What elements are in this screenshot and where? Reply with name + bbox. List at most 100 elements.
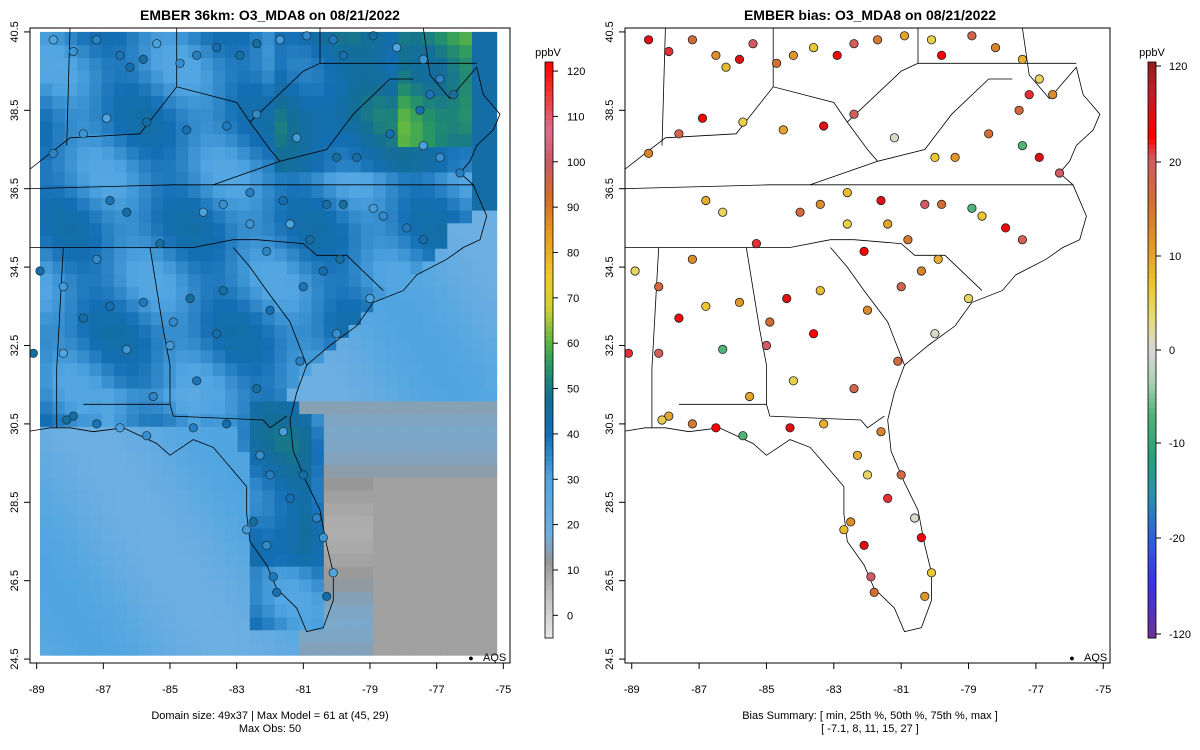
grid-cell	[422, 311, 436, 325]
grid-cell	[175, 235, 189, 249]
grid-cell	[336, 438, 350, 453]
grid-cell	[422, 464, 436, 478]
grid-cell	[323, 210, 337, 224]
grid-cell	[212, 299, 226, 313]
grid-cell	[422, 540, 436, 554]
grid-cell	[348, 426, 362, 440]
grid-cell	[311, 146, 325, 160]
colorbar-swatch	[545, 119, 553, 125]
grid-cell	[77, 146, 90, 160]
grid-cell	[200, 438, 214, 453]
grid-cell	[175, 502, 189, 516]
grid-cell	[410, 413, 424, 427]
grid-cell	[64, 540, 78, 554]
grid-cell	[262, 159, 276, 173]
grid-cell	[435, 248, 448, 262]
grid-cell	[138, 70, 152, 84]
grid-cell	[175, 400, 189, 415]
colorbar-swatch	[545, 62, 553, 68]
grid-cell	[360, 362, 374, 376]
grid-cell	[114, 566, 127, 580]
bias-station-point	[778, 125, 788, 135]
grid-cell	[237, 260, 251, 275]
grid-cell	[348, 629, 362, 643]
grid-cell	[64, 248, 78, 262]
grid-cell	[274, 489, 288, 504]
grid-cell	[323, 171, 337, 186]
grid-cell	[410, 464, 424, 478]
grid-cell	[286, 299, 300, 313]
grid-cell	[385, 413, 399, 427]
grid-cell	[126, 44, 140, 58]
grid-cell	[484, 44, 498, 58]
grid-cell	[348, 578, 362, 593]
grid-cell	[225, 642, 238, 656]
grid-cell	[126, 362, 140, 376]
grid-cell	[151, 57, 164, 71]
bias-station-point	[657, 415, 667, 425]
grid-cell	[447, 642, 461, 656]
aqs-station-point	[268, 572, 278, 582]
colorbar-swatch	[545, 609, 553, 615]
grid-cell	[64, 400, 78, 415]
grid-cell	[237, 438, 251, 453]
grid-cell	[225, 260, 238, 275]
grid-cell	[52, 375, 66, 389]
colorbar-swatch	[1148, 479, 1156, 485]
grid-cell	[373, 273, 387, 287]
bias-station-point	[701, 195, 711, 206]
boundary-line	[847, 28, 919, 123]
grid-cell	[77, 349, 90, 364]
grid-cell	[422, 184, 436, 198]
grid-cell	[435, 388, 448, 402]
grid-cell	[126, 324, 140, 338]
grid-cell	[311, 95, 325, 109]
grid-cell	[126, 477, 140, 491]
grid-cell	[188, 311, 201, 325]
grid-cell	[138, 591, 152, 605]
grid-cell	[126, 489, 140, 504]
grid-cell	[410, 324, 424, 338]
colorbar-swatch	[545, 522, 553, 529]
grid-cell	[311, 324, 325, 338]
aqs-station-point	[252, 109, 262, 119]
grid-cell	[336, 540, 350, 554]
grid-cell	[77, 617, 90, 631]
right-x-axis: -89 -87 -85 -83 -81 -79 -77 -75	[624, 663, 1111, 696]
grid-cell	[274, 273, 288, 287]
colorbar-swatch	[545, 537, 553, 543]
aqs-station-point	[265, 470, 275, 480]
grid-cell	[52, 235, 66, 249]
grid-cell	[373, 286, 387, 300]
grid-cell	[472, 260, 485, 275]
grid-cell	[484, 57, 498, 71]
grid-cell	[348, 502, 362, 516]
boundary-line	[625, 239, 983, 291]
colorbar-swatch	[545, 268, 553, 274]
grid-cell	[77, 489, 90, 504]
grid-cell	[101, 286, 115, 300]
aqs-station-point	[418, 141, 428, 151]
grid-cell	[311, 502, 325, 516]
colorbar-swatch	[1148, 566, 1156, 572]
grid-cell	[249, 57, 263, 71]
grid-cell	[175, 108, 189, 122]
aqs-station-point	[92, 254, 102, 264]
colorbar-swatch	[545, 412, 553, 418]
y-tick-label: 26.5	[604, 570, 616, 591]
left-summary-line-1: Domain size: 49x37 | Max Model = 61 at (…	[151, 710, 388, 722]
colorbar-swatch	[545, 407, 553, 413]
grid-cell	[299, 578, 313, 593]
grid-cell	[397, 566, 411, 580]
grid-cell	[64, 604, 78, 618]
grid-cell	[200, 57, 214, 71]
grid-cell	[484, 528, 498, 542]
aqs-station-point	[122, 344, 132, 354]
grid-cell	[101, 591, 115, 605]
grid-cell	[323, 362, 337, 376]
y-tick-label: 38.5	[9, 100, 21, 121]
grid-cell	[262, 400, 276, 415]
grid-cell	[299, 426, 313, 440]
aqs-station-point	[192, 50, 202, 61]
